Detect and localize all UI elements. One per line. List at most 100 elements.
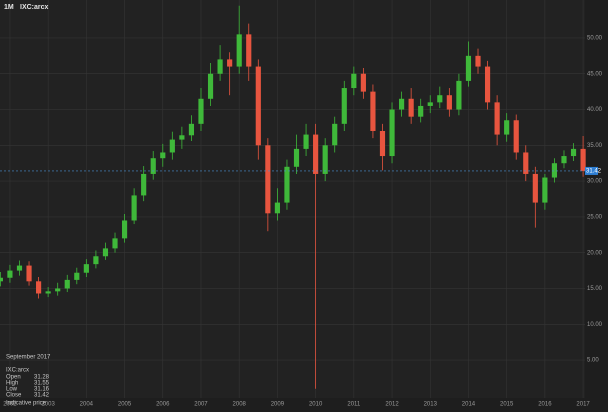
candle-body [255,66,261,146]
y-tick-label: 5.00 [587,358,599,364]
candle-body [370,91,376,131]
x-tick-label: 2004 [80,402,94,408]
candle-body [284,166,290,203]
candle-body [160,152,166,159]
candle-body [227,59,233,67]
y-tick-label: 40.00 [587,107,603,113]
info-note: Indicative price [6,401,47,407]
candle-body [542,177,548,203]
candle-body [551,163,558,178]
candle-body [379,130,386,157]
x-tick-label: 2009 [271,402,285,408]
candle-body [74,272,80,280]
info-value: 31.55 [34,381,50,387]
interval: 1M [4,4,14,11]
candle-body [93,256,99,265]
price-box [585,166,598,175]
candle-body [570,148,577,157]
x-tick-label: 2003 [41,402,55,408]
y-tick-label: 35.00 [587,143,603,149]
x-tick-label: 2010 [309,402,323,408]
candle-body [322,145,328,174]
y-tick-label: 10.00 [587,322,603,328]
candle-body [561,156,567,164]
info-date: September 2017 [6,355,51,361]
x-tick-label: 2005 [118,402,132,408]
info-symbol: IXC:arcx [6,368,29,374]
x-tick-label: 2006 [156,402,170,408]
candle-body [83,264,89,273]
candle-body [236,34,242,67]
x-tick-label: 2016 [538,402,552,408]
x-tick-label: 2013 [424,402,438,408]
candle-body [169,139,175,153]
info-value: 31.16 [34,387,50,393]
info-label: Close [6,393,22,399]
overlay: 5.00 10.00 15.00 20.00 25.00 30.00 35.00 40.00 4… [0,36,603,408]
candles [0,5,586,389]
candle-body [427,102,433,106]
candle-body [446,95,452,110]
grid [0,0,585,398]
candle-body [341,88,347,124]
y-tick-label: 15.00 [587,286,603,292]
candle-body [399,98,405,110]
candle-body [112,238,118,249]
y-tick-label: 25.00 [587,214,603,220]
candle-body [351,73,357,89]
candle-body [246,34,252,67]
candle-body [141,173,147,196]
candle-body [64,279,70,289]
candle-body [26,265,32,282]
candle-body [303,134,309,149]
x-tick-label: 2017 [576,402,590,408]
x-tick-label: 2015 [500,402,514,408]
candle-body [7,270,13,278]
candle-body [513,120,519,153]
candle-body [0,277,3,282]
info-label: Open [6,375,21,381]
candle-body [437,95,443,103]
candle-body [332,123,338,146]
candle-body [274,202,280,214]
candle-body [360,73,366,92]
price-label: 31.42 [586,169,602,175]
info-label: High [6,381,18,387]
x-tick-label: 2008 [233,402,247,408]
x-tick-label: 2014 [462,402,476,408]
x-tick-label: 2012 [385,402,399,408]
candle-body [523,152,529,174]
candle-body [265,145,271,214]
symbol: IXC:arcx [20,4,49,11]
candle-body [45,291,51,294]
candle-body [217,59,223,74]
candle-body [131,195,137,221]
x-tick-label: 2011 [347,402,361,408]
info-value: 31.28 [34,375,50,381]
candle-body [313,134,319,174]
x-tick-label: 2007 [194,402,208,408]
candle-body [465,55,472,81]
candle-body [36,281,42,294]
info-value: 31.42 [34,393,50,399]
candle-body [293,148,300,167]
info-label: Low [6,387,18,393]
candle-body [188,123,195,136]
y-tick-label: 45.00 [587,71,603,77]
candle-body [475,55,481,67]
candle-body [16,265,23,271]
candle-body [55,288,61,292]
candle-body [532,173,538,203]
candle-body [389,109,395,157]
candle-body [207,73,214,99]
candle-body [456,80,462,110]
candle-body [504,120,510,135]
y-tick-label: 20.00 [587,250,603,256]
candle-body [494,102,500,135]
candle-body [418,105,424,117]
info-box: September 2017 IXC:arcx Indicative price… [6,355,51,407]
x-tick-label: 2002 [3,402,17,408]
y-tick-label: 30.00 [587,179,603,185]
candle-body [580,148,586,171]
